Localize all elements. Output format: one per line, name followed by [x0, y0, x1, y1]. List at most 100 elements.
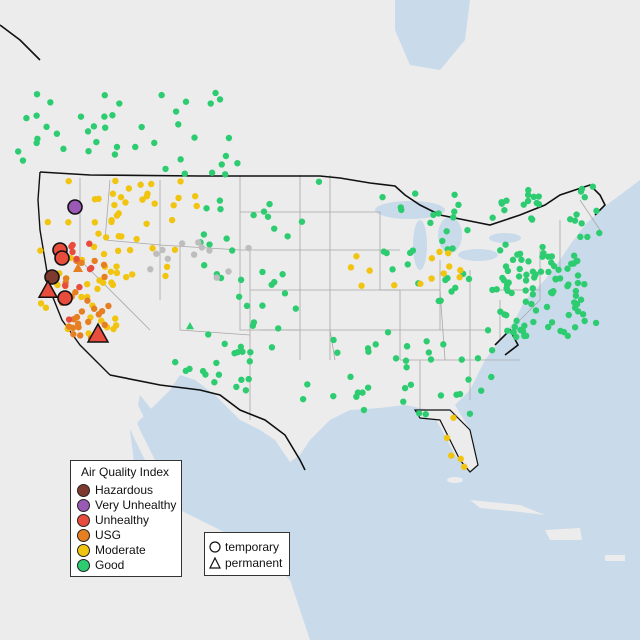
monitor-marker[interactable]: [452, 284, 459, 292]
monitor-marker[interactable]: [548, 319, 556, 326]
monitor-marker[interactable]: [271, 278, 278, 286]
monitor-marker[interactable]: [427, 356, 435, 363]
monitor-marker[interactable]: [78, 308, 86, 315]
monitor-marker[interactable]: [237, 276, 245, 284]
monitor-marker[interactable]: [216, 96, 224, 103]
monitor-marker[interactable]: [440, 341, 447, 348]
monitor-marker[interactable]: [411, 190, 419, 197]
monitor-marker[interactable]: [532, 271, 539, 278]
monitor-marker[interactable]: [69, 248, 76, 256]
monitor-marker[interactable]: [458, 356, 465, 363]
monitor-marker[interactable]: [516, 265, 523, 273]
monitor-marker[interactable]: [517, 326, 524, 334]
monitor-marker[interactable]: [182, 367, 190, 375]
monitor-marker[interactable]: [125, 185, 133, 192]
monitor-marker[interactable]: [77, 113, 85, 120]
monitor-marker[interactable]: [525, 258, 532, 265]
monitor-marker[interactable]: [77, 332, 84, 339]
monitor-marker[interactable]: [528, 300, 535, 308]
monitor-marker[interactable]: [572, 292, 580, 299]
monitor-marker[interactable]: [555, 266, 562, 273]
monitor-marker[interactable]: [101, 321, 108, 329]
monitor-marker[interactable]: [402, 357, 410, 364]
monitor-marker[interactable]: [570, 260, 577, 267]
monitor-marker[interactable]: [86, 265, 94, 273]
monitor-marker[interactable]: [105, 302, 112, 310]
monitor-marker[interactable]: [358, 282, 365, 289]
monitor-marker[interactable]: [464, 226, 471, 234]
monitor-marker[interactable]: [37, 300, 45, 307]
monitor-marker[interactable]: [511, 323, 519, 331]
monitor-marker[interactable]: [451, 208, 458, 215]
monitor-marker[interactable]: [522, 298, 529, 305]
monitor-marker[interactable]: [330, 336, 337, 344]
monitor-marker[interactable]: [379, 193, 386, 201]
monitor-marker[interactable]: [111, 201, 118, 209]
monitor-marker[interactable]: [234, 159, 241, 167]
monitor-marker[interactable]: [572, 287, 580, 295]
monitor-marker[interactable]: [239, 348, 246, 355]
monitor-marker[interactable]: [571, 304, 579, 311]
monitor-marker[interactable]: [215, 371, 223, 378]
monitor-marker[interactable]: [571, 299, 578, 306]
monitor-marker[interactable]: [133, 235, 140, 243]
monitor-marker[interactable]: [158, 91, 165, 99]
monitor-marker[interactable]: [195, 239, 202, 246]
monitor-marker[interactable]: [76, 283, 83, 291]
monitor-marker[interactable]: [90, 123, 98, 130]
monitor-marker[interactable]: [70, 331, 77, 338]
monitor-marker[interactable]: [213, 359, 220, 367]
monitor-marker[interactable]: [520, 201, 527, 208]
monitor-marker[interactable]: [118, 233, 125, 240]
monitor-marker[interactable]: [372, 341, 379, 348]
monitor-marker[interactable]: [523, 271, 530, 278]
monitor-marker[interactable]: [397, 204, 405, 211]
monitor-marker[interactable]: [439, 237, 446, 245]
monitor-marker[interactable]: [43, 123, 50, 131]
monitor-marker[interactable]: [42, 304, 50, 311]
monitor-marker[interactable]: [221, 340, 228, 348]
monitor-marker[interactable]: [566, 216, 574, 223]
monitor-marker[interactable]: [275, 325, 282, 332]
monitor-marker[interactable]: [532, 307, 540, 314]
monitor-marker[interactable]: [186, 322, 194, 330]
monitor-marker[interactable]: [73, 313, 81, 321]
monitor-marker[interactable]: [33, 139, 40, 147]
monitor-marker[interactable]: [509, 329, 517, 336]
monitor-marker[interactable]: [61, 282, 69, 289]
monitor-marker[interactable]: [428, 275, 435, 282]
monitor-marker[interactable]: [450, 414, 457, 421]
monitor-marker[interactable]: [164, 255, 171, 262]
monitor-marker[interactable]: [86, 322, 110, 343]
monitor-marker[interactable]: [427, 219, 434, 227]
monitor-marker[interactable]: [84, 128, 92, 135]
monitor-marker[interactable]: [151, 139, 158, 147]
monitor-marker[interactable]: [453, 391, 460, 398]
monitor-marker[interactable]: [193, 202, 200, 210]
monitor-marker[interactable]: [101, 113, 108, 120]
monitor-marker[interactable]: [200, 231, 208, 238]
monitor-marker[interactable]: [425, 349, 433, 356]
monitor-marker[interactable]: [243, 302, 251, 310]
monitor-marker[interactable]: [208, 169, 216, 176]
monitor-marker[interactable]: [446, 263, 453, 270]
monitor-marker[interactable]: [212, 89, 219, 97]
monitor-marker[interactable]: [571, 217, 579, 224]
monitor-marker[interactable]: [109, 112, 116, 119]
monitor-marker[interactable]: [488, 347, 496, 354]
monitor-marker[interactable]: [37, 279, 59, 298]
monitor-marker[interactable]: [199, 367, 207, 375]
monitor-marker[interactable]: [190, 251, 198, 258]
monitor-marker[interactable]: [162, 272, 169, 280]
monitor-marker[interactable]: [113, 212, 121, 219]
monitor-marker[interactable]: [502, 241, 509, 248]
monitor-marker[interactable]: [100, 250, 108, 258]
monitor-marker[interactable]: [271, 225, 278, 232]
monitor-marker[interactable]: [504, 267, 512, 275]
monitor-marker[interactable]: [113, 143, 121, 151]
monitor-marker[interactable]: [213, 274, 220, 281]
monitor-marker[interactable]: [353, 253, 360, 260]
monitor-marker[interactable]: [504, 327, 511, 334]
monitor-marker[interactable]: [347, 264, 355, 271]
monitor-marker[interactable]: [129, 271, 136, 278]
